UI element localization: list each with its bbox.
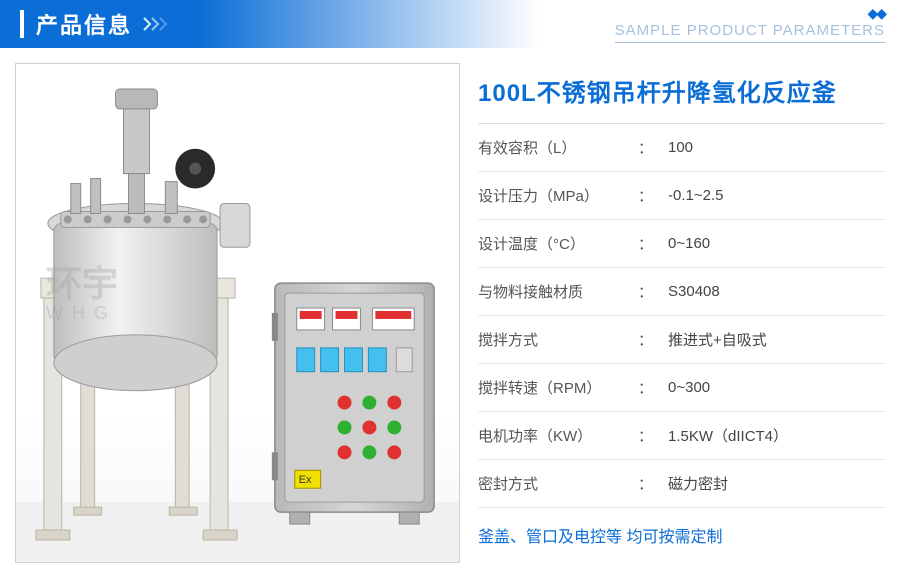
page-title: 产品信息 [36,8,132,40]
spec-value: 磁力密封 [668,473,885,494]
chevron-right-icon [142,16,182,32]
page-subtitle: SAMPLE PRODUCT PARAMETERS [615,22,885,43]
spec-colon: ： [638,281,668,302]
spec-row: 搅拌转速（RPM）：0~300 [478,364,885,412]
spec-label: 搅拌转速（RPM） [478,377,638,398]
spec-label: 设计压力（MPa） [478,185,638,206]
spec-colon: ： [638,185,668,206]
spec-row: 搅拌方式：推进式+自吸式 [478,316,885,364]
header-bar: 产品信息 ◆◆ SAMPLE PRODUCT PARAMETERS [0,0,900,48]
spec-label: 与物料接触材质 [478,281,638,302]
product-name: 100L不锈钢吊杆升降氢化反应釜 [478,73,885,124]
spec-colon: ： [638,329,668,350]
diamond-icon: ◆◆ [615,5,885,22]
spec-label: 有效容积（L） [478,137,638,158]
spec-value: S30408 [668,283,885,300]
spec-value: 0~300 [668,379,885,396]
spec-colon: ： [638,137,668,158]
svg-text:Ex: Ex [299,474,312,486]
customization-note: 釜盖、管口及电控等 均可按需定制 [478,508,885,547]
header-right: ◆◆ SAMPLE PRODUCT PARAMETERS [615,5,885,43]
spec-row: 与物料接触材质：S30408 [478,268,885,316]
spec-label: 密封方式 [478,473,638,494]
spec-label: 搅拌方式 [478,329,638,350]
product-image: Ex 环宇 W H G [15,63,460,563]
spec-row: 有效容积（L）：100 [478,124,885,172]
spec-label: 设计温度（°C） [478,233,638,254]
spec-colon: ： [638,425,668,446]
spec-value: 0~160 [668,235,885,252]
title-accent-bar [20,10,24,38]
equipment-illustration: Ex [16,64,459,562]
spec-row: 密封方式：磁力密封 [478,460,885,508]
spec-value: 100 [668,139,885,156]
content-area: Ex 环宇 W H G 100L不锈钢吊杆升降氢化反应釜 有效容积（L）：100… [0,48,900,578]
spec-value: -0.1~2.5 [668,187,885,204]
spec-value: 1.5KW（dIICT4） [668,425,885,446]
header-left: 产品信息 [0,0,182,48]
spec-value: 推进式+自吸式 [668,329,885,350]
spec-colon: ： [638,473,668,494]
spec-label: 电机功率（KW） [478,425,638,446]
spec-row: 电机功率（KW）：1.5KW（dIICT4） [478,412,885,460]
spec-row: 设计压力（MPa）：-0.1~2.5 [478,172,885,220]
spec-row: 设计温度（°C）：0~160 [478,220,885,268]
spec-colon: ： [638,377,668,398]
spec-panel: 100L不锈钢吊杆升降氢化反应釜 有效容积（L）：100设计压力（MPa）：-0… [478,63,885,563]
spec-colon: ： [638,233,668,254]
